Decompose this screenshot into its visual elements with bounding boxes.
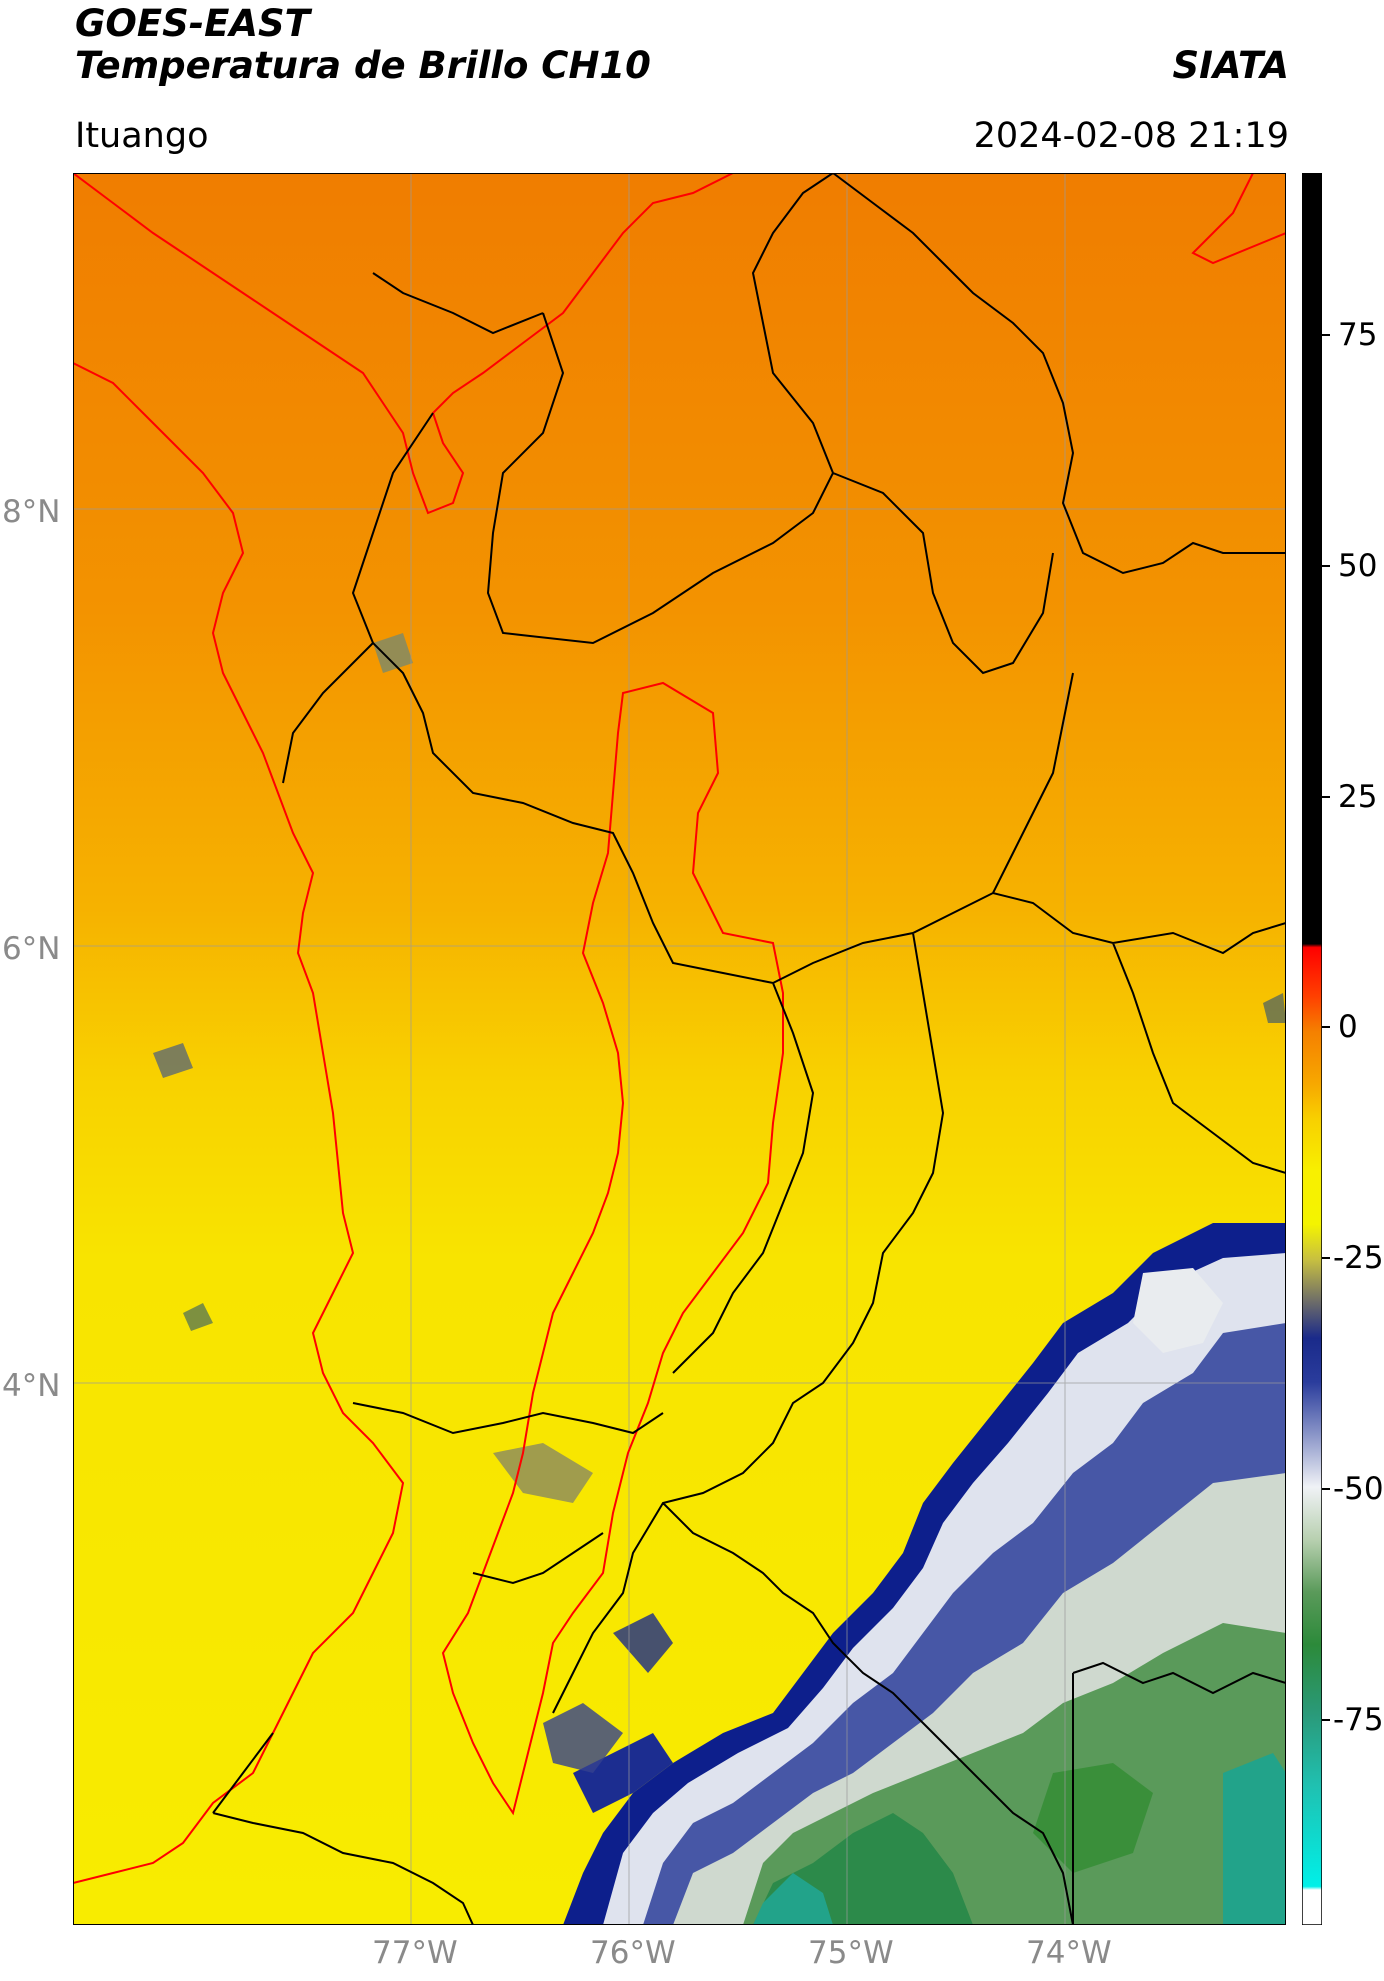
lon-label-74w: 74°W <box>1026 1935 1112 1971</box>
cbar-tick-neg25: -25 <box>1333 1240 1384 1276</box>
coastline <box>73 173 1286 1884</box>
admin-boundaries <box>212 173 1286 1925</box>
agency-label: SIATA <box>1172 44 1289 87</box>
cbar-tick-neg50: -50 <box>1333 1471 1384 1507</box>
timestamp-label: 2024-02-08 21:19 <box>973 116 1289 156</box>
satellite-map <box>73 173 1286 1925</box>
cold-cloud-region <box>563 1223 1286 1925</box>
lon-label-77w: 77°W <box>372 1935 458 1971</box>
cbar-tick-25: 25 <box>1338 779 1378 815</box>
lat-label-4n: 4°N <box>2 1368 61 1404</box>
cbar-tick-neg75: -75 <box>1333 1702 1384 1738</box>
cbar-tick-0: 0 <box>1338 1009 1358 1045</box>
colorbar-ticks <box>1322 0 1384 1981</box>
product-title: Temperatura de Brillo CH10 <box>75 44 651 87</box>
cbar-tick-50: 50 <box>1338 548 1378 584</box>
colorbar <box>1302 173 1322 1925</box>
lon-label-75w: 75°W <box>808 1935 894 1971</box>
satellite-title: GOES-EAST <box>75 2 310 45</box>
cloud-patches <box>153 633 1286 1773</box>
lat-label-8n: 8°N <box>2 494 61 530</box>
lon-label-76w: 76°W <box>590 1935 676 1971</box>
cbar-tick-75: 75 <box>1338 317 1378 353</box>
location-label: Ituango <box>75 116 209 156</box>
lat-label-6n: 6°N <box>2 931 61 967</box>
